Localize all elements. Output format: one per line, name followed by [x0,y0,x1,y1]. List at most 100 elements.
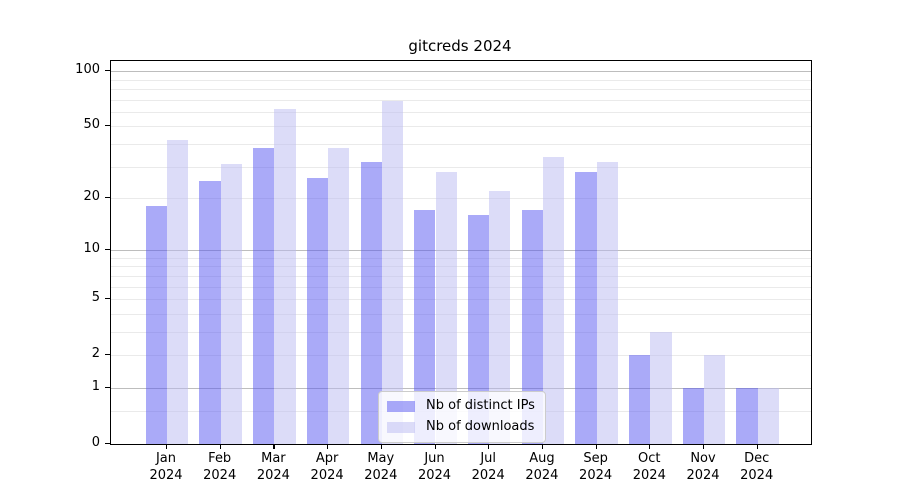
x-tick-label-month: Oct [638,451,661,466]
bar-mar-downloads [274,109,296,444]
bar-feb-distinct-ips [199,180,221,444]
bar-oct-distinct-ips [629,355,651,444]
y-tick-mark-100 [105,70,110,72]
x-tick-label-month: Dec [744,451,770,466]
legend: Nb of distinct IPs Nb of downloads [378,391,546,443]
x-tick-label-dec: Dec 2024 [727,450,787,484]
bar-dec-distinct-ips [736,388,758,444]
minor-gridline-80 [111,88,811,90]
bar-may-downloads [381,100,404,444]
x-tick-label-month: Jul [480,451,497,466]
minor-gridline-6 [111,286,811,288]
x-tick-mark-mar [273,444,275,449]
minor-gridline-40 [111,143,811,145]
x-tick-label-month: May [367,451,395,466]
minor-gridline-9 [111,257,811,259]
bar-mar-distinct-ips [253,148,275,444]
x-tick-label-sep: Sep 2024 [566,450,626,484]
chart-title: gitcreds 2024 [408,37,512,55]
x-tick-mark-jul [488,444,490,449]
y-tick-label-1: 1 [91,379,100,394]
bar-jan-distinct-ips [145,206,167,444]
y-tick-label-50: 50 [83,117,100,133]
x-tick-label-month: Mar [261,451,286,466]
x-tick-label-apr: Apr 2024 [297,450,357,484]
y-tick-mark-20 [105,197,110,199]
x-tick-label-mar: Mar 2024 [243,450,303,484]
x-tick-label-month: Jun [424,451,445,466]
bar-dec-downloads [757,388,779,444]
major-gridline-100 [111,71,811,73]
bar-jun-distinct-ips [414,210,436,444]
x-tick-mark-sep [595,444,597,449]
bar-feb-downloads [220,163,242,444]
bar-aug-downloads [542,156,565,444]
minor-gridline-60 [111,111,811,113]
bar-aug-distinct-ips [521,210,543,444]
x-tick-label-month: Aug [529,451,555,466]
major-gridline-1 [111,388,811,389]
bar-may-distinct-ips [360,161,382,444]
minor-gridline-8 [111,266,811,268]
x-tick-label-aug: Aug 2024 [512,450,572,484]
y-tick-label-2: 2 [91,346,100,362]
x-tick-mark-oct [649,444,651,449]
legend-label-distinct-ips: Nb of distinct IPs [426,398,535,413]
x-tick-mark-feb [219,444,221,449]
x-tick-label-may: May 2024 [351,450,411,484]
x-tick-mark-jun [434,444,436,449]
y-tick-label-10: 10 [83,241,100,257]
x-tick-label-year: 2024 [149,468,183,483]
bar-jul-distinct-ips [467,215,490,444]
x-tick-mark-apr [327,444,329,449]
x-tick-label-month: Nov [690,451,716,466]
x-tick-label-year: 2024 [310,468,344,483]
x-tick-label-year: 2024 [203,468,237,483]
bar-nov-distinct-ips [682,388,704,444]
x-tick-label-jan: Jan 2024 [136,450,196,484]
x-tick-label-year: 2024 [686,468,720,483]
bar-jun-downloads [435,171,457,444]
x-tick-label-year: 2024 [740,468,774,483]
y-tick-mark-50 [105,125,110,127]
minor-gridline-2 [111,355,811,357]
x-tick-label-oct: Oct 2024 [619,450,679,484]
minor-gridline-30 [111,166,811,168]
x-tick-mark-aug [541,444,544,449]
x-tick-label-jun: Jun 2024 [405,450,465,484]
y-tick-label-100: 100 [75,62,100,78]
minor-gridline-3 [111,332,811,333]
y-tick-mark-10 [105,249,110,251]
bar-jan-downloads [167,140,189,444]
minor-gridline-90 [111,79,811,81]
x-tick-label-year: 2024 [525,468,559,483]
minor-gridline-20 [111,198,811,199]
bar-apr-distinct-ips [306,177,329,444]
minor-gridline-4 [111,313,811,315]
x-tick-label-month: Sep [583,451,608,466]
x-tick-mark-dec [756,444,758,449]
x-tick-mark-may [380,444,382,449]
x-tick-label-jul: Jul 2024 [458,450,518,484]
x-tick-label-year: 2024 [632,468,666,483]
x-tick-label-year: 2024 [417,468,452,483]
x-tick-label-month: Jan [155,451,177,466]
x-tick-label-year: 2024 [364,468,398,483]
bar-oct-downloads [650,332,672,444]
minor-gridline-50 [111,126,811,128]
bar-nov-downloads [704,355,726,444]
x-tick-label-month: Apr [315,451,339,466]
plot-area: Nb of distinct IPs Nb of downloads [110,60,812,445]
y-tick-mark-2 [105,354,110,356]
x-tick-label-year: 2024 [579,468,613,483]
x-tick-label-nov: Nov 2024 [673,450,733,484]
x-tick-mark-nov [703,444,705,449]
bar-jul-downloads [489,190,511,444]
minor-gridline-7 [111,276,811,277]
minor-gridline-5 [111,299,811,301]
legend-swatch-downloads [387,421,415,433]
major-gridline-10 [111,250,811,252]
y-tick-mark-0 [105,443,110,445]
legend-item-distinct-ips: Nb of distinct IPs [387,398,537,414]
